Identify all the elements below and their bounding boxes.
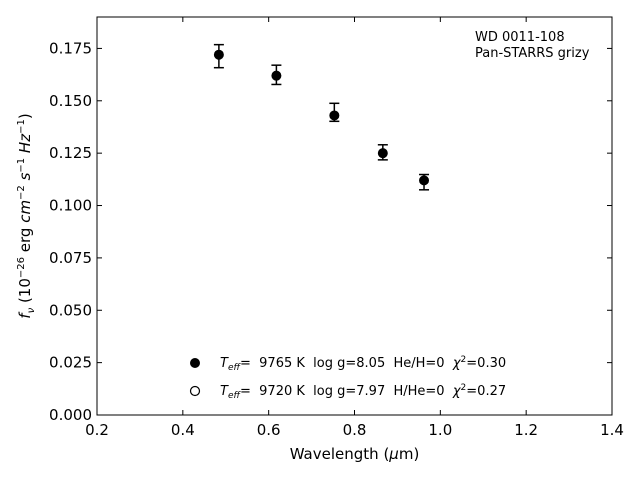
x-tick-label: 1.0 — [428, 421, 452, 439]
data-point — [419, 175, 430, 186]
legend-entry-1: Teff= 9765 K log g=8.05 He/H=0 χ2=0.30 — [220, 355, 506, 373]
x-axis-label: Wavelength (μm) — [290, 445, 420, 463]
data-point — [329, 110, 340, 121]
observed-points — [213, 43, 430, 191]
x-tick-label: 0.6 — [257, 421, 281, 439]
x-tick-label: 1.4 — [600, 421, 624, 439]
survey-annotation: Pan-STARRS grizy — [475, 46, 590, 61]
data-point — [213, 49, 224, 60]
x-tick-label: 0.8 — [343, 421, 367, 439]
object-name-annotation: WD 0011-108 — [475, 30, 565, 45]
y-tick-label: 0.150 — [49, 92, 92, 110]
data-point — [271, 70, 282, 81]
y-tick-label: 0.025 — [49, 354, 92, 372]
x-tick-label: 0.2 — [85, 421, 109, 439]
legend-filled-marker-icon — [190, 358, 200, 368]
y-tick-label: 0.175 — [49, 39, 92, 57]
y-tick-label: 0.075 — [49, 249, 92, 267]
data-point — [377, 148, 388, 159]
legend: Teff= 9765 K log g=8.05 He/H=0 χ2=0.30 T… — [189, 355, 506, 401]
y-tick-label: 0.125 — [49, 144, 92, 162]
x-tick-label: 1.2 — [514, 421, 538, 439]
y-tick-label: 0.050 — [49, 301, 92, 319]
y-tick-label: 0.100 — [49, 197, 92, 215]
y-axis-label: fν (10−26 erg cm−2 s−1 Hz−1) — [16, 113, 37, 318]
legend-entry-2: Teff= 9720 K log g=7.97 H/He=0 χ2=0.27 — [220, 383, 506, 401]
y-tick-label: 0.000 — [49, 406, 92, 424]
legend-open-marker-icon — [189, 385, 201, 397]
x-tick-label: 0.4 — [171, 421, 195, 439]
y-axis-ticks: 0.000 0.025 0.050 0.075 0.100 0.125 0.150 0.175 — [49, 39, 612, 424]
x-axis-ticks: 0.2 0.4 0.6 0.8 1.0 1.2 1.4 — [85, 17, 624, 439]
